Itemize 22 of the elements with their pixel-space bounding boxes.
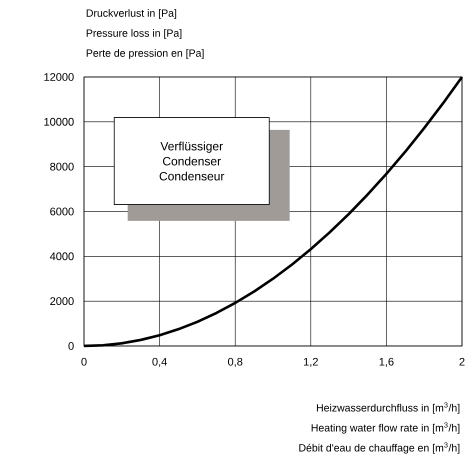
text: Druckverlust in [Pa] [86,9,176,19]
y-tick-label: 4000 [50,252,74,260]
y-tick-label: 2000 [50,297,74,306]
text: Pressure loss in [Pa] [86,29,182,39]
y-tick-label: 6000 [50,208,74,216]
x-tick-label: 0 [81,358,87,366]
annotation: Verflüssiger [160,142,223,153]
x-tick-label: 1,2 [304,358,318,367]
annotation: Condenser [162,156,221,166]
text: Débit d'eau de chauffage en [m$^{3}$/h] [299,442,460,454]
annotation: Condenseur [160,172,224,180]
y-tick-label: 12000 [44,73,74,81]
x-tick-label: 0,4 [152,358,167,367]
text: Perte de pression en [Pa] [86,49,204,59]
text: Heating water flow rate in [m$^{3}$/h] [312,422,460,434]
x-tick-label: 0,8 [228,358,242,367]
x-tick-label: 2 [459,358,465,366]
y-tick-label: 8000 [50,162,74,171]
y-tick-label: 10000 [44,118,74,126]
x-axis-title: Heizwasserdurchfluss in [m$^{3}$/h] [316,402,460,414]
x-tick-label: 1,6 [380,358,394,367]
y-tick-label: 0 [68,342,74,350]
